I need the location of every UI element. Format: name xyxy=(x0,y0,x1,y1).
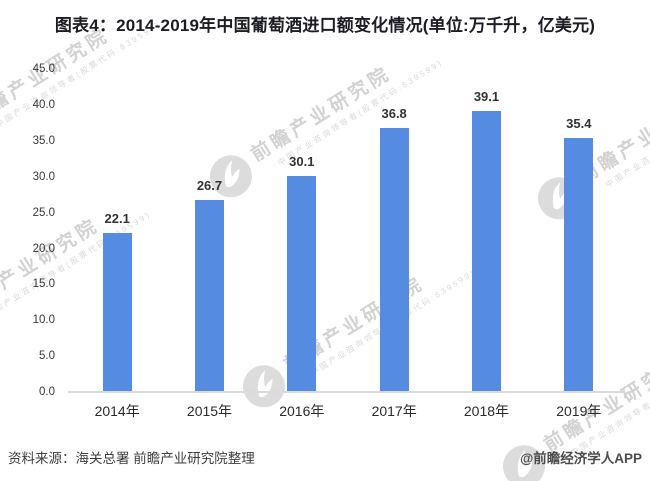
bar-slot: 30.1 xyxy=(256,69,348,392)
bar-value-label: 30.1 xyxy=(289,153,315,169)
credit-note: @前瞻经济学人APP xyxy=(520,451,642,466)
x-axis-label: 2016年 xyxy=(279,403,325,419)
bar-slot: 36.8 xyxy=(348,69,440,392)
x-axis-line xyxy=(68,391,625,393)
x-axis-label: 2015年 xyxy=(186,403,233,419)
y-axis-tick: 5.0 xyxy=(39,350,55,363)
bar-slot: 35.4 xyxy=(533,69,625,392)
bar-value-label: 26.7 xyxy=(196,178,223,194)
bar-2015年 xyxy=(194,200,224,392)
y-axis-tick: 0.0 xyxy=(39,386,55,399)
y-axis-tick: 15.0 xyxy=(32,278,55,291)
x-axis-label: 2018年 xyxy=(463,403,510,419)
bar-2017年 xyxy=(379,127,409,392)
y-axis-tick: 20.0 xyxy=(32,242,55,255)
bar-value-label: 36.8 xyxy=(381,105,407,121)
bar-value-label: 39.1 xyxy=(473,89,500,105)
y-axis-tick: 40.0 xyxy=(32,98,55,111)
bar-2014年 xyxy=(102,233,132,392)
x-axis-label: 2019年 xyxy=(556,403,602,419)
bar-2016年 xyxy=(287,175,317,392)
source-note: 资料来源：海关总署 前瞻产业研究院整理 xyxy=(8,451,255,466)
x-axis-label: 2014年 xyxy=(94,403,140,419)
y-axis-tick: 45.0 xyxy=(32,63,55,75)
y-axis-tick: 10.0 xyxy=(32,314,55,327)
x-axis-label: 2017年 xyxy=(371,403,417,419)
bar-slot: 26.7 xyxy=(163,69,255,392)
y-axis: 45.0 40.0 35.0 30.0 25.0 20.0 15.0 10.0 5.0 0.0 xyxy=(0,0,55,420)
bar-2018年 xyxy=(471,111,501,392)
y-axis-tick: 35.0 xyxy=(32,134,55,147)
plot-area: 22.1 26.7 30.1 36.8 39.1 35.4 xyxy=(71,69,625,392)
y-axis-tick: 30.0 xyxy=(32,170,55,183)
bar-2019年 xyxy=(564,137,594,392)
bar-slot: 22.1 xyxy=(71,69,163,392)
chart-title: 图表4：2014-2019年中国葡萄酒进口额变化情况(单位:万千升，亿美元) xyxy=(54,16,596,35)
x-axis-labels: 2014年 2015年 2016年 2017年 2018年 2019年 xyxy=(71,401,625,421)
bar-value-label: 22.1 xyxy=(104,211,130,227)
bar-slot: 39.1 xyxy=(440,69,532,392)
bar-value-label: 35.4 xyxy=(566,115,592,131)
y-axis-tick: 25.0 xyxy=(32,206,55,219)
